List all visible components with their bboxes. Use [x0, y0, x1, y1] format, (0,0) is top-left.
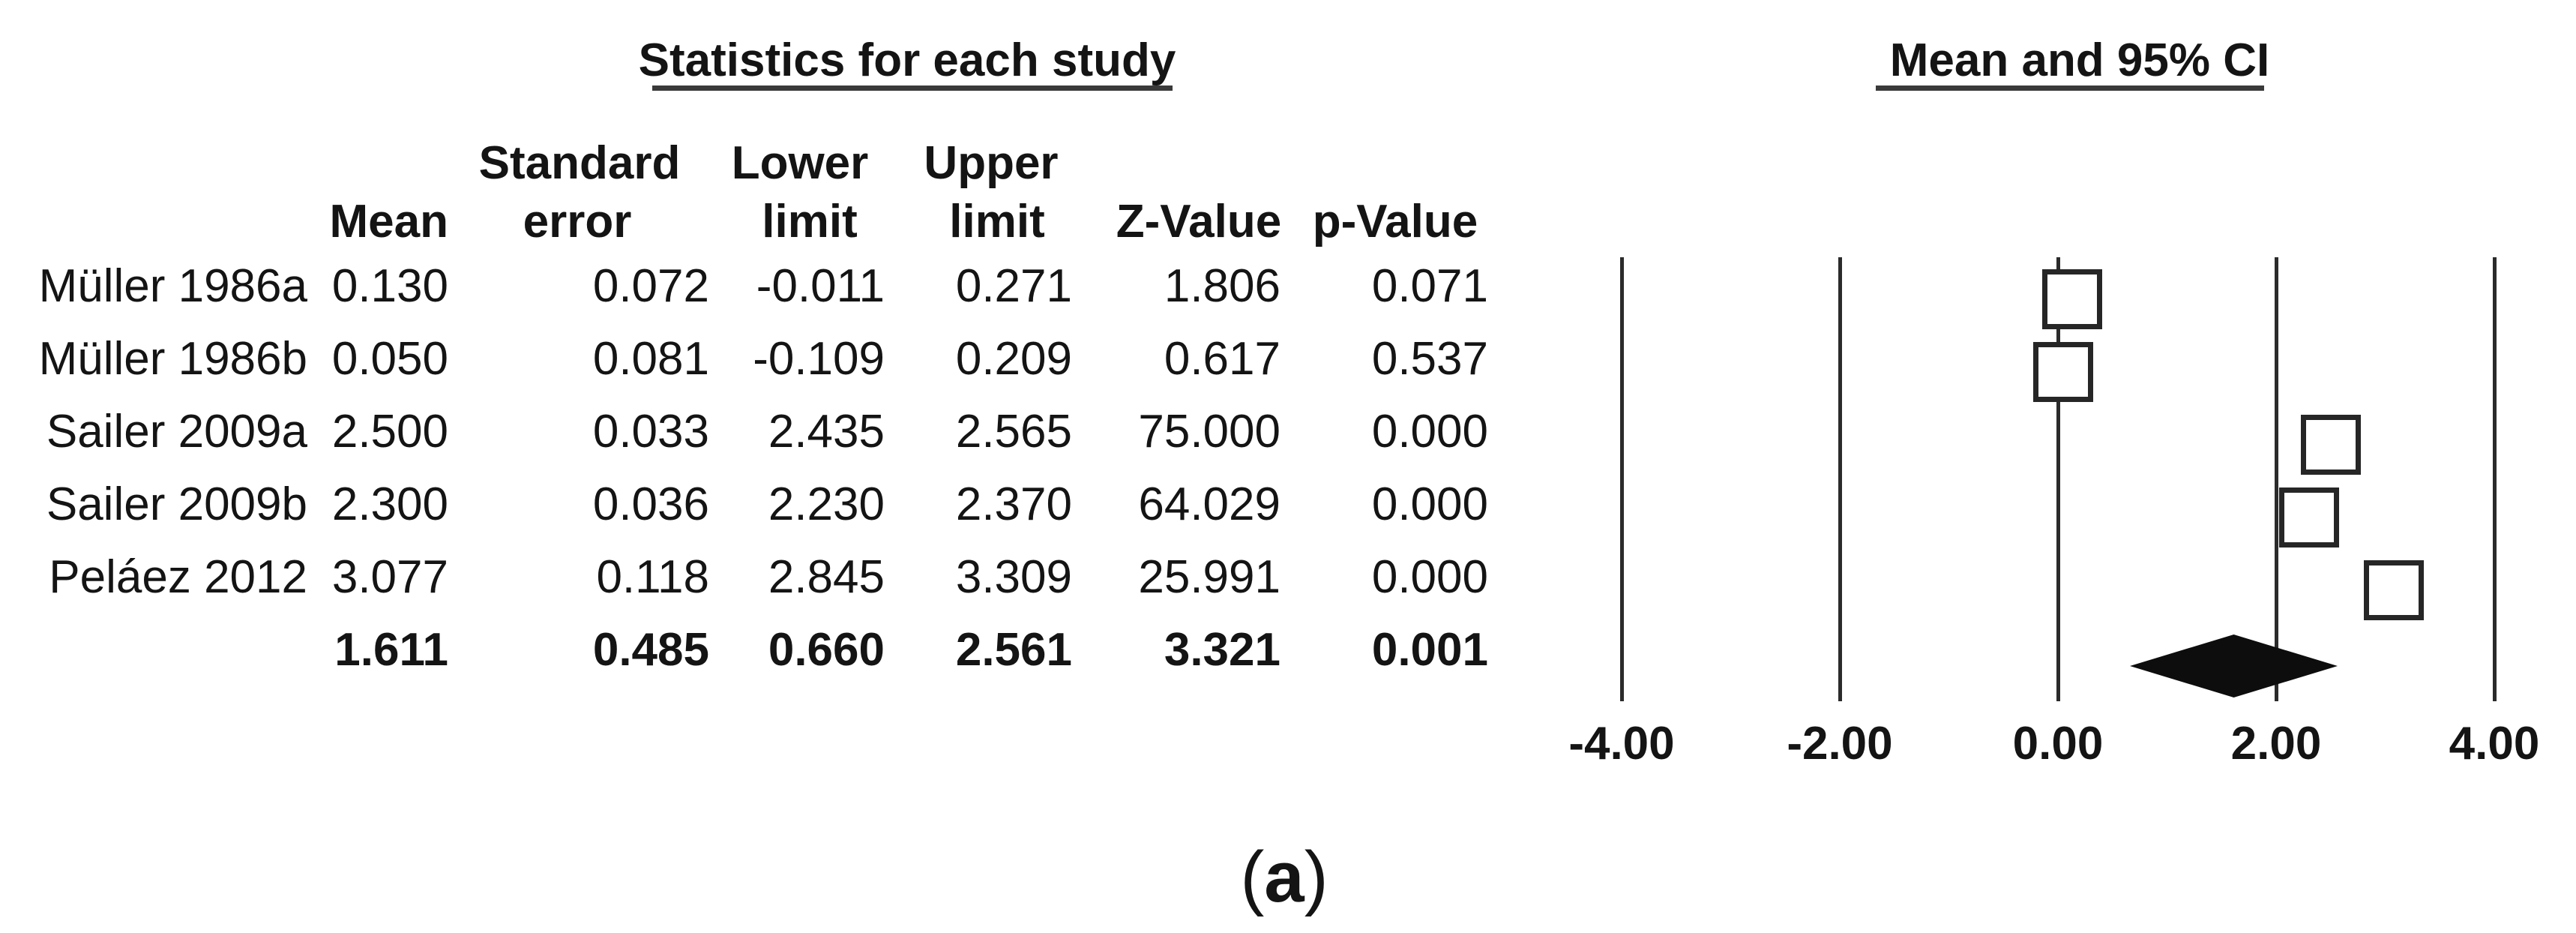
study-label: Sailer 2009b [46, 478, 307, 530]
table-cell-mean: 2.300 [331, 478, 448, 530]
table-cell-mean: 0.050 [331, 333, 448, 385]
plot-section-title: Mean and 95% CI [1889, 34, 2270, 86]
plot-gridline [2275, 257, 2278, 701]
table-cell-z: 75.000 [1138, 406, 1281, 458]
plot-gridline [2056, 257, 2060, 701]
caption-close-paren: ) [1304, 837, 1328, 917]
study-label: Müller 1986b [38, 333, 307, 385]
table-cell-lower: 2.230 [768, 478, 885, 530]
table-cell-mean: 2.500 [331, 406, 448, 458]
summary-cell-lower: 0.660 [768, 624, 885, 676]
table-title-underline [652, 86, 1173, 91]
summary-cell-z: 3.321 [1164, 624, 1281, 676]
table-cell-p: 0.071 [1371, 260, 1488, 312]
summary-diamond-shape [2130, 634, 2338, 698]
table-cell-z: 1.806 [1164, 260, 1281, 312]
summary-cell-upper: 2.561 [955, 624, 1072, 676]
column-header-p-value: p-Value [1312, 196, 1478, 248]
column-header-standard: Standard [478, 137, 681, 189]
study-label: Müller 1986a [38, 260, 307, 312]
table-cell-upper: 0.271 [955, 260, 1072, 312]
table-cell-se: 0.081 [592, 333, 709, 385]
column-header-z-value: Z-Value [1116, 196, 1282, 248]
column-header-lower: Lower [731, 137, 869, 189]
table-cell-se: 0.036 [592, 478, 709, 530]
plot-gridline [2493, 257, 2497, 701]
x-axis-tick-label: 2.00 [2230, 718, 2322, 770]
table-cell-se: 0.072 [592, 260, 709, 312]
summary-cell-mean: 1.611 [334, 624, 448, 676]
study-mean-marker [2041, 269, 2102, 329]
figure-caption: (a) [1059, 838, 1509, 916]
caption-open-paren: ( [1240, 837, 1265, 917]
table-cell-upper: 3.309 [955, 551, 1072, 603]
table-cell-lower: 2.435 [768, 406, 885, 458]
table-cell-lower: -0.011 [756, 260, 885, 312]
plot-gridline [1838, 257, 1842, 701]
study-label: Sailer 2009a [46, 406, 307, 458]
table-cell-z: 0.617 [1164, 333, 1281, 385]
table-cell-upper: 0.209 [955, 333, 1072, 385]
table-cell-p: 0.000 [1371, 551, 1488, 603]
study-mean-marker [2278, 488, 2339, 548]
plot-gridline [1620, 257, 1624, 701]
table-cell-p: 0.537 [1371, 333, 1488, 385]
study-label: Peláez 2012 [49, 551, 307, 603]
summary-cell-se: 0.485 [592, 624, 709, 676]
caption-letter: a [1264, 837, 1304, 917]
x-axis-tick-label: -2.00 [1787, 718, 1893, 770]
column-header-upper: Upper [924, 137, 1059, 189]
column-header-upper-limit: limit [949, 196, 1045, 248]
table-cell-lower: -0.109 [753, 333, 885, 385]
x-axis-tick-label: 4.00 [2449, 718, 2540, 770]
table-section-title: Statistics for each study [638, 34, 1176, 86]
x-axis-tick-label: -4.00 [1568, 718, 1675, 770]
table-cell-upper: 2.370 [955, 478, 1072, 530]
table-cell-p: 0.000 [1371, 406, 1488, 458]
table-cell-lower: 2.845 [768, 551, 885, 603]
column-header-mean: Mean [329, 196, 448, 248]
table-cell-z: 64.029 [1138, 478, 1281, 530]
study-mean-marker [2300, 415, 2361, 475]
x-axis-tick-label: 0.00 [2012, 718, 2104, 770]
table-cell-upper: 2.565 [955, 406, 1072, 458]
summary-diamond-marker [2130, 634, 2338, 698]
column-header-lower-limit: limit [762, 196, 858, 248]
summary-cell-p: 0.001 [1371, 624, 1488, 676]
table-cell-z: 25.991 [1138, 551, 1281, 603]
study-mean-marker [2363, 560, 2424, 620]
table-cell-p: 0.000 [1371, 478, 1488, 530]
table-cell-se: 0.033 [592, 406, 709, 458]
study-mean-marker [2033, 342, 2094, 402]
column-header-error: error [523, 196, 632, 248]
plot-title-underline [1876, 86, 2264, 91]
table-cell-se: 0.118 [596, 551, 709, 603]
table-cell-mean: 0.130 [331, 260, 448, 312]
table-cell-mean: 3.077 [331, 551, 448, 603]
